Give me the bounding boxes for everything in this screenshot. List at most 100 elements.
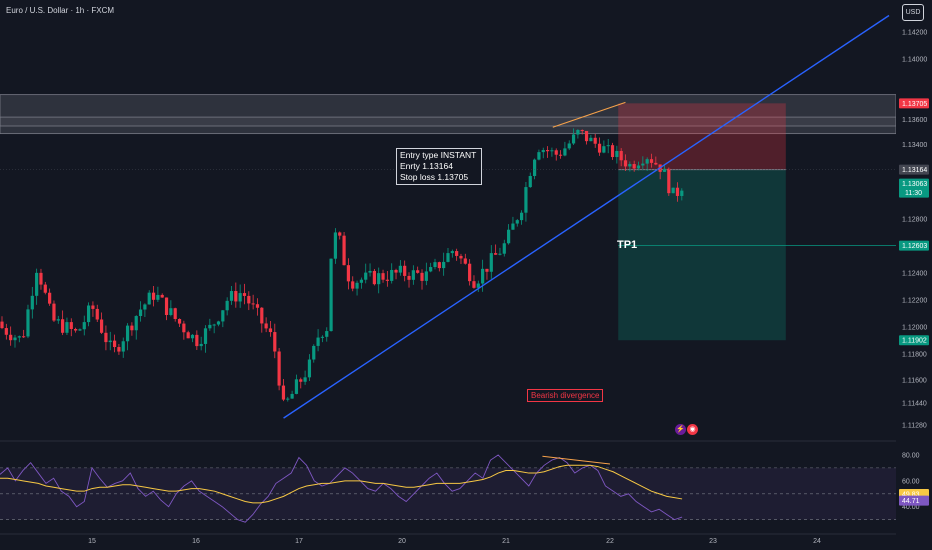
- candle-body: [260, 307, 264, 324]
- candle-body: [407, 275, 411, 280]
- tp1-label: TP1: [617, 239, 638, 251]
- candle-body: [35, 272, 39, 296]
- price-pane-bg: [0, 0, 896, 440]
- candle-body: [108, 340, 112, 343]
- candle-body: [121, 341, 125, 352]
- candle-body: [229, 291, 234, 301]
- candle-body: [212, 324, 216, 326]
- candle-body: [26, 309, 30, 337]
- candle-body: [636, 165, 641, 169]
- candle-body: [545, 150, 550, 152]
- candle-body: [173, 308, 177, 319]
- candle-body: [641, 163, 645, 166]
- candle-body: [169, 308, 173, 315]
- price-tick-label: 1.11800: [902, 352, 927, 359]
- candle-body: [203, 328, 208, 344]
- candle-body: [606, 145, 610, 147]
- long-short-position-tool[interactable]: [618, 103, 896, 341]
- candle-body: [455, 251, 459, 256]
- candle-body: [532, 159, 537, 176]
- lightning-event-icon[interactable]: ⚡: [675, 424, 686, 435]
- candle-body: [160, 294, 164, 298]
- time-tick-label: 15: [88, 538, 96, 545]
- currency-button[interactable]: USD: [902, 4, 924, 21]
- trade-note[interactable]: Entry type INSTANT Enrty 1.13164 Stop lo…: [396, 148, 482, 185]
- candle-body: [554, 150, 558, 155]
- candle-body: [299, 379, 303, 382]
- candle-body: [143, 304, 147, 310]
- candle-body: [216, 321, 221, 325]
- candle-body: [589, 137, 593, 142]
- flag-event-icon[interactable]: ◉: [687, 424, 698, 435]
- candle-body: [628, 164, 632, 167]
- candle-body: [381, 273, 385, 280]
- time-tick-label: 17: [295, 538, 303, 545]
- candle-body: [22, 336, 26, 338]
- candle-body: [515, 220, 519, 224]
- candle-body: [675, 187, 680, 196]
- note-line-entry-type: Entry type INSTANT: [400, 150, 477, 160]
- stop-zone: [618, 103, 786, 170]
- candle-body: [147, 292, 151, 305]
- candle-body: [255, 304, 260, 308]
- candle-body: [602, 146, 606, 153]
- symbol-title[interactable]: Euro / U.S. Dollar · 1h · FXCM: [6, 6, 115, 15]
- candle-body: [584, 130, 589, 142]
- candle-body: [459, 255, 463, 259]
- stop-price-tag-bg: [899, 98, 929, 109]
- candle-body: [303, 377, 307, 382]
- price-tick-label: 1.14000: [902, 57, 927, 64]
- entry-price-tag-bg: [899, 164, 929, 175]
- candle-body: [355, 282, 359, 289]
- time-tick-label: 20: [398, 538, 406, 545]
- price-tick-label: 1.13600: [902, 117, 927, 124]
- time-axis[interactable]: 15 16 17 20 21 22 23 24: [88, 538, 821, 545]
- candle-body: [65, 322, 69, 333]
- candle-body: [563, 148, 567, 156]
- time-tick-label: 16: [192, 538, 200, 545]
- candle-body: [182, 323, 186, 333]
- candle-body: [74, 328, 78, 331]
- candle-body: [580, 129, 584, 131]
- tp1-price-tag-bg: [899, 240, 929, 251]
- target-price-tag-bg: [899, 335, 929, 346]
- rsi-value-tag-bg: [899, 495, 929, 506]
- candle-body: [498, 253, 502, 255]
- candle-body: [17, 336, 21, 338]
- candle-body: [468, 263, 472, 282]
- candle-body: [550, 150, 554, 152]
- candle-body: [338, 232, 342, 236]
- rsi-value-tag: 44.71: [902, 498, 920, 505]
- candle-body: [385, 279, 389, 281]
- candle-body: [372, 270, 376, 285]
- candle-body: [190, 334, 195, 339]
- price-tick-label: 1.14200: [902, 30, 927, 37]
- candle-body: [130, 325, 134, 331]
- bearish-divergence-label[interactable]: Bearish divergence: [527, 389, 604, 402]
- candle-body: [463, 258, 467, 264]
- candle-body: [494, 253, 498, 255]
- candle-body: [390, 269, 394, 281]
- price-tick-label: 1.12200: [902, 298, 927, 305]
- rsi-line: [0, 454, 683, 523]
- candle-body: [597, 143, 602, 153]
- rsi-tick-label: 40.00: [902, 504, 920, 511]
- candle-body: [78, 329, 82, 331]
- rsi-value-tag: 49.83: [902, 491, 920, 498]
- rsi-pane: [0, 454, 896, 523]
- candle-body: [520, 212, 524, 221]
- candle-body: [156, 294, 160, 300]
- price-axis[interactable]: 1.14200 1.14000 1.13600 1.13400 1.12800 1.124…: [896, 0, 932, 550]
- rsi-divergence-line: [542, 455, 611, 465]
- time-tick-label: 24: [813, 538, 821, 545]
- candle-body: [320, 336, 325, 338]
- zone-resistance_zone: [0, 94, 897, 135]
- candle-body: [117, 347, 121, 352]
- candle-body: [502, 243, 506, 254]
- candle-body: [325, 331, 329, 337]
- candle-body: [138, 309, 143, 317]
- candle-body: [623, 160, 628, 167]
- candle-body: [48, 292, 52, 304]
